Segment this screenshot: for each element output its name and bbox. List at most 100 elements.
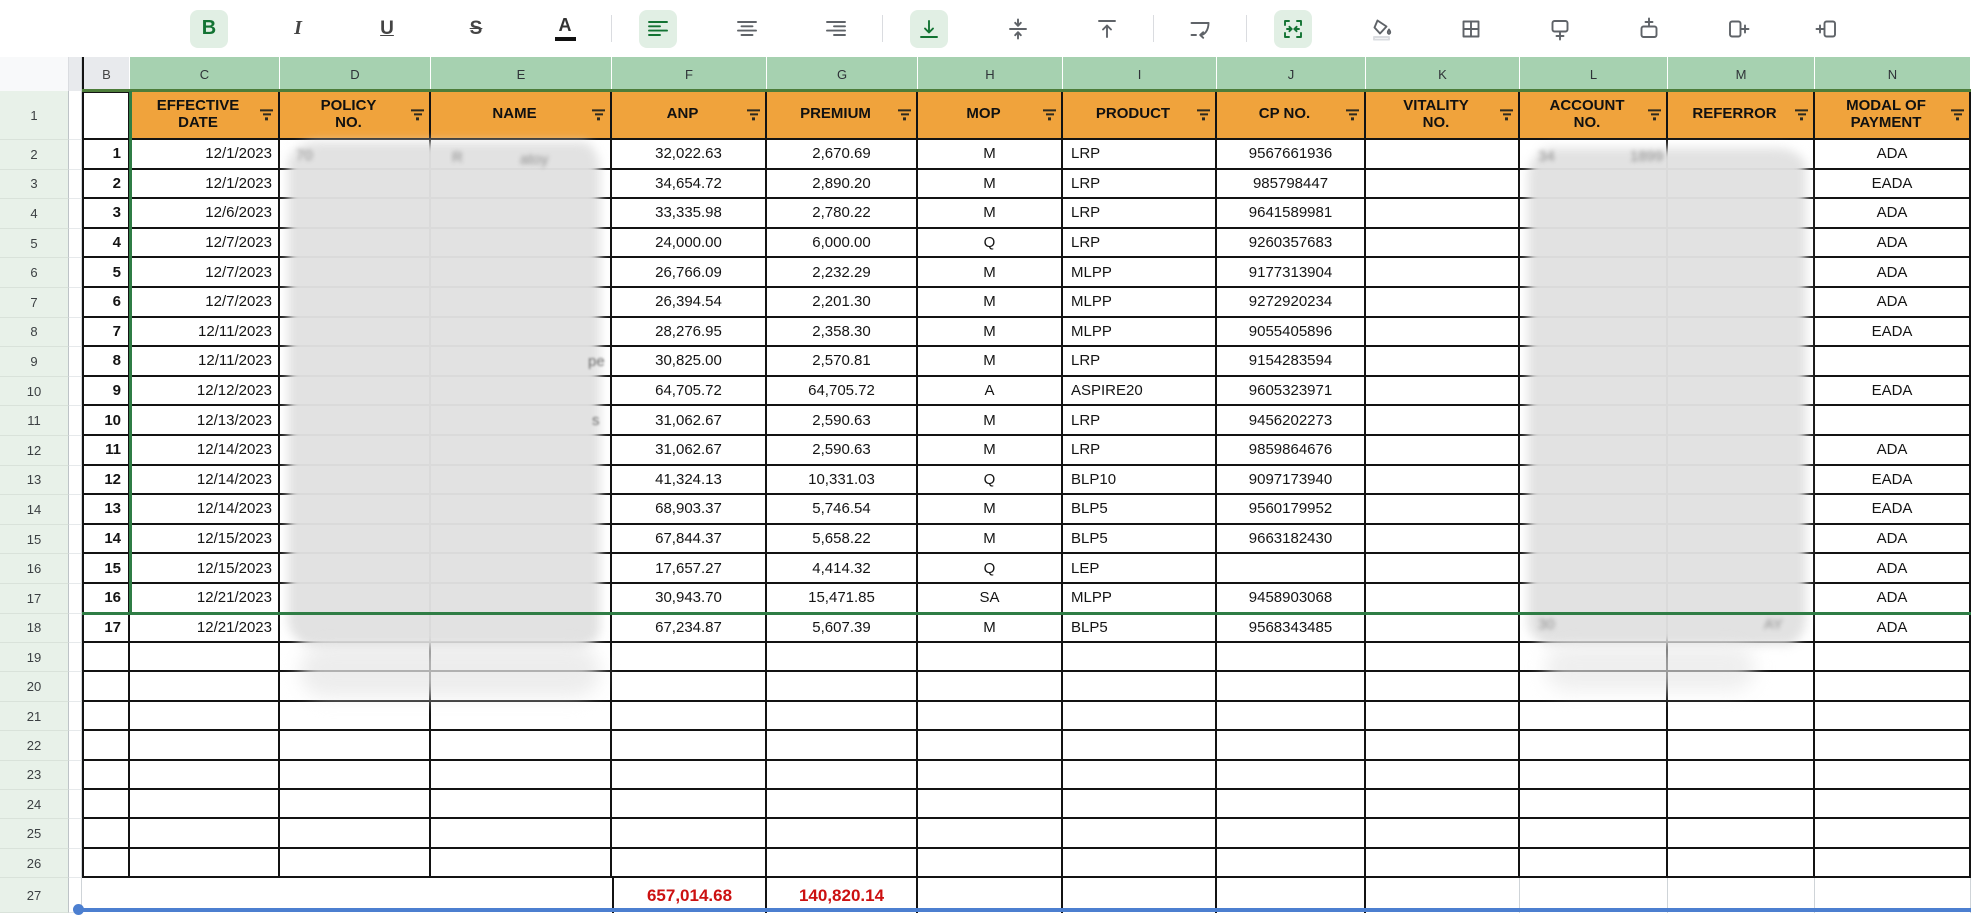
cell-empty[interactable] bbox=[1217, 848, 1366, 879]
cell-cp-no[interactable]: 9055405896 bbox=[1217, 317, 1366, 348]
cell-empty[interactable] bbox=[431, 701, 612, 732]
cell-product[interactable]: ASPIRE20 bbox=[1063, 376, 1217, 407]
filter-icon[interactable] bbox=[747, 108, 760, 121]
cell-vitality-no[interactable] bbox=[1366, 435, 1520, 466]
cell-empty[interactable] bbox=[280, 819, 431, 849]
cell-empty[interactable] bbox=[1815, 731, 1971, 761]
cell-empty[interactable] bbox=[431, 848, 612, 879]
cell-premium[interactable]: 2,358.30 bbox=[767, 317, 918, 348]
row-number[interactable]: 13 bbox=[0, 465, 69, 496]
header-cell[interactable]: REFERROR bbox=[1668, 91, 1815, 140]
cell-empty[interactable] bbox=[1366, 701, 1520, 732]
cell-empty[interactable] bbox=[130, 760, 280, 791]
cell-empty[interactable] bbox=[1366, 760, 1520, 791]
cell-seq[interactable]: 16 bbox=[82, 583, 130, 614]
cell-premium[interactable]: 5,607.39 bbox=[767, 613, 918, 644]
insert-row-above-button[interactable] bbox=[1630, 10, 1668, 48]
selection-handle[interactable] bbox=[73, 904, 84, 915]
cell-seq[interactable]: 15 bbox=[82, 554, 130, 584]
cell-product[interactable]: LRP bbox=[1063, 347, 1217, 377]
cell-anp[interactable]: 30,825.00 bbox=[612, 347, 767, 377]
cell-product[interactable]: LRP bbox=[1063, 406, 1217, 436]
cell-effective-date[interactable]: 12/12/2023 bbox=[130, 376, 280, 407]
cell-empty[interactable] bbox=[280, 731, 431, 761]
cell-anp[interactable]: 32,022.63 bbox=[612, 140, 767, 170]
column-header[interactable]: M bbox=[1668, 57, 1815, 91]
cell-empty[interactable] bbox=[1366, 848, 1520, 879]
cell-empty[interactable] bbox=[1520, 760, 1668, 791]
cell-empty[interactable] bbox=[82, 819, 130, 849]
cell-empty[interactable] bbox=[1668, 878, 1815, 914]
cell-modal-of-payment[interactable]: ADA bbox=[1815, 258, 1971, 288]
cell-anp[interactable]: 31,062.67 bbox=[612, 406, 767, 436]
cell-modal-of-payment[interactable]: ADA bbox=[1815, 140, 1971, 170]
cell-empty[interactable] bbox=[1217, 760, 1366, 791]
cell-empty[interactable] bbox=[431, 731, 612, 761]
filter-icon[interactable] bbox=[1795, 108, 1808, 121]
cell-product[interactable]: LRP bbox=[1063, 199, 1217, 229]
cell-empty[interactable] bbox=[1668, 760, 1815, 791]
cell-empty[interactable] bbox=[1520, 819, 1668, 849]
cell-vitality-no[interactable] bbox=[1366, 376, 1520, 407]
cell-empty[interactable] bbox=[918, 731, 1063, 761]
cell-cp-no[interactable]: 9641589981 bbox=[1217, 199, 1366, 229]
cell-premium[interactable]: 6,000.00 bbox=[767, 228, 918, 259]
column-header[interactable]: H bbox=[918, 57, 1063, 91]
row-number[interactable]: 12 bbox=[0, 435, 69, 466]
cell-mop[interactable]: A bbox=[918, 376, 1063, 407]
filter-icon[interactable] bbox=[411, 108, 424, 121]
cell-empty[interactable] bbox=[1520, 731, 1668, 761]
row-number[interactable]: 18 bbox=[0, 613, 69, 644]
row-number[interactable]: 27 bbox=[0, 878, 69, 914]
row-number[interactable]: 8 bbox=[0, 317, 69, 348]
cell-modal-of-payment[interactable] bbox=[1815, 347, 1971, 377]
cell-mop[interactable]: M bbox=[918, 347, 1063, 377]
cell-seq[interactable]: 5 bbox=[82, 258, 130, 288]
cell-modal-of-payment[interactable]: ADA bbox=[1815, 228, 1971, 259]
cell-empty[interactable] bbox=[1668, 790, 1815, 820]
align-left-button[interactable] bbox=[639, 9, 677, 48]
vertical-align-bottom-button[interactable] bbox=[910, 9, 948, 48]
cell-modal-of-payment[interactable]: ADA bbox=[1815, 524, 1971, 555]
cell-mop[interactable]: M bbox=[918, 287, 1063, 318]
cell-empty[interactable] bbox=[280, 790, 431, 820]
cell-effective-date[interactable]: 12/14/2023 bbox=[130, 465, 280, 496]
cell-empty[interactable] bbox=[130, 790, 280, 820]
cell-empty[interactable] bbox=[767, 731, 918, 761]
insert-column-left-button[interactable] bbox=[1808, 10, 1846, 48]
cell-empty[interactable] bbox=[130, 731, 280, 761]
row-number[interactable]: 23 bbox=[0, 760, 69, 791]
cell-empty[interactable] bbox=[612, 643, 767, 673]
cell-cp-no[interactable]: 9272920234 bbox=[1217, 287, 1366, 318]
strikethrough-button[interactable]: S bbox=[457, 10, 495, 48]
column-header[interactable]: J bbox=[1217, 57, 1366, 91]
cell-cp-no[interactable]: 9097173940 bbox=[1217, 465, 1366, 496]
cell-empty[interactable] bbox=[1217, 643, 1366, 673]
cell-product[interactable]: BLP5 bbox=[1063, 495, 1217, 525]
cell-empty[interactable] bbox=[1217, 701, 1366, 732]
cell-empty[interactable] bbox=[918, 848, 1063, 879]
cell-effective-date[interactable]: 12/21/2023 bbox=[130, 583, 280, 614]
insert-column-right-button[interactable] bbox=[1719, 10, 1757, 48]
cell-empty[interactable] bbox=[767, 643, 918, 673]
cell-vitality-no[interactable] bbox=[1366, 347, 1520, 377]
cell-modal-of-payment[interactable]: EADA bbox=[1815, 317, 1971, 348]
cell-modal-of-payment[interactable]: ADA bbox=[1815, 554, 1971, 584]
cell-vitality-no[interactable] bbox=[1366, 169, 1520, 200]
vertical-align-top-button[interactable] bbox=[1088, 10, 1126, 48]
text-color-button[interactable]: A bbox=[546, 10, 584, 48]
header-cell[interactable]: NAME bbox=[431, 91, 612, 140]
column-header[interactable]: I bbox=[1063, 57, 1217, 91]
cell-empty[interactable] bbox=[1366, 878, 1520, 914]
cell-empty[interactable] bbox=[431, 819, 612, 849]
cell-seq[interactable]: 2 bbox=[82, 169, 130, 200]
cell-empty[interactable] bbox=[1063, 672, 1217, 702]
row-number[interactable]: 16 bbox=[0, 554, 69, 584]
header-cell[interactable]: CP NO. bbox=[1217, 91, 1366, 140]
text-wrap-button[interactable] bbox=[1181, 10, 1219, 48]
cell-empty[interactable] bbox=[767, 819, 918, 849]
cell-anp[interactable]: 68,903.37 bbox=[612, 495, 767, 525]
cell-effective-date[interactable]: 12/1/2023 bbox=[130, 169, 280, 200]
cell-product[interactable]: BLP5 bbox=[1063, 613, 1217, 644]
filter-icon[interactable] bbox=[1951, 108, 1964, 121]
